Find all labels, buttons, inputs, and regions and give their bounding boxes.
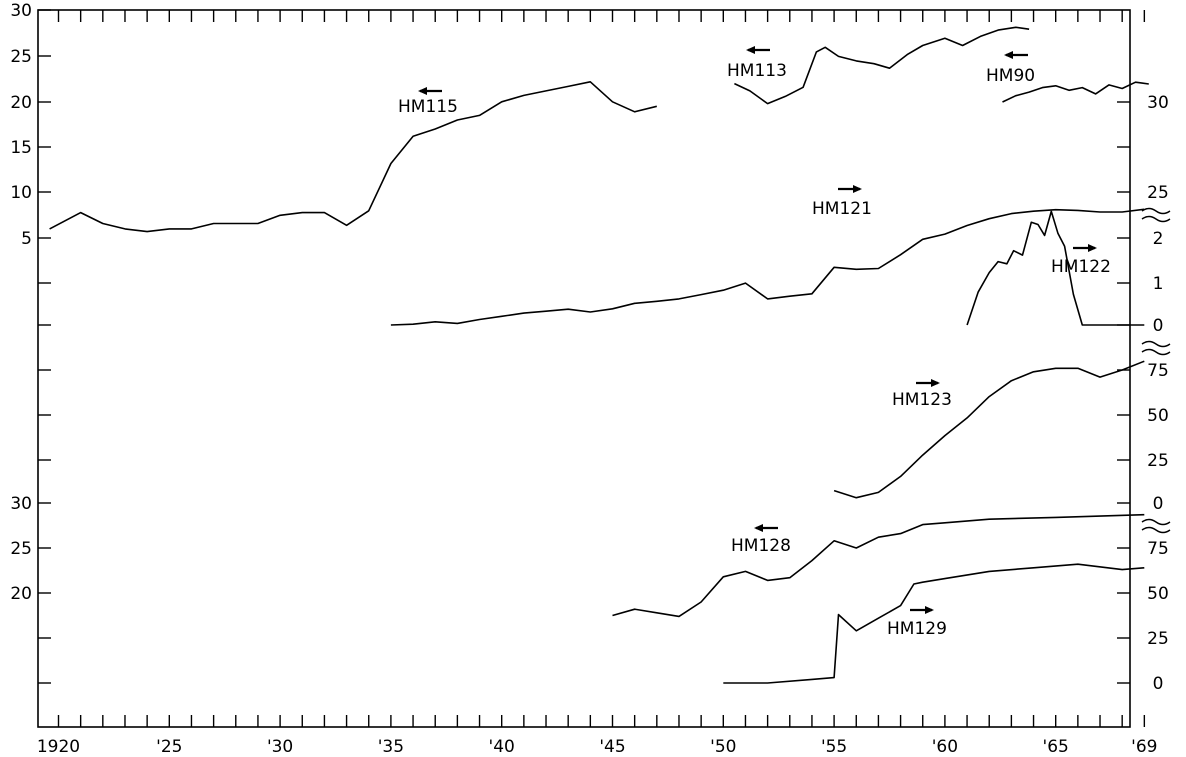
- arrow-head-icon: [853, 185, 862, 193]
- series-label-hm121: HM121: [812, 199, 872, 219]
- right-y-tick-label: 75: [1147, 539, 1169, 559]
- right-y-tick-label: 25: [1147, 451, 1169, 471]
- x-tick-label: '60: [932, 737, 958, 757]
- x-tick-label: '65: [1043, 737, 1069, 757]
- axis-break-mark: [1141, 215, 1171, 223]
- right-y-tick-label: 2: [1153, 229, 1164, 249]
- series-label-hm123: HM123: [892, 390, 952, 410]
- series-label-hm115: HM115: [398, 97, 458, 117]
- left-y-tick-label: 5: [21, 229, 32, 249]
- left-y-tick-label: 20: [10, 584, 32, 604]
- series-line-hm128: [612, 513, 1145, 618]
- right-y-tick-labels: 30 25 2 1 0 75 50 25 0 75 50 25 0: [1147, 93, 1169, 694]
- axis-break-mark: [1141, 348, 1171, 356]
- axis-break-marks: [1141, 207, 1171, 534]
- left-y-tick-label: 30: [10, 494, 32, 514]
- series-line-hm129: [723, 563, 1145, 684]
- left-y-tick-label: 25: [10, 47, 32, 67]
- axis-break-mark: [1141, 207, 1171, 215]
- arrow-head-icon: [925, 606, 934, 614]
- arrow-head-icon: [1088, 244, 1097, 252]
- left-y-tick-labels: 30 25 20 15 10 5 30 25 20: [10, 1, 32, 604]
- series-label-hm122: HM122: [1051, 257, 1111, 277]
- series-line-hm90: [1002, 81, 1149, 103]
- right-y-tick-label: 50: [1147, 406, 1169, 426]
- x-tick-label: '55: [821, 737, 847, 757]
- series-line-hm115: [49, 81, 657, 233]
- x-tick-label: '45: [599, 737, 625, 757]
- axis-ticks: [38, 9, 1146, 727]
- right-y-tick-label: 30: [1147, 93, 1169, 113]
- arrow-head-icon: [418, 87, 427, 95]
- series-label-hm90: HM90: [986, 66, 1035, 86]
- series-label-hm129: HM129: [887, 619, 947, 639]
- right-y-tick-label: 0: [1153, 316, 1164, 336]
- left-y-tick-label: 10: [10, 183, 32, 203]
- right-y-tick-label: 1: [1153, 274, 1164, 294]
- x-tick-label: '30: [267, 737, 293, 757]
- x-tick-labels: 1920 '25 '30 '35 '40 '45 '50 '55 '60 '65…: [37, 737, 1158, 757]
- series-line-hm113: [734, 26, 1030, 105]
- arrow-head-icon: [754, 524, 763, 532]
- x-tick-label: '50: [710, 737, 736, 757]
- right-y-tick-label: 25: [1147, 183, 1169, 203]
- arrow-head-icon: [746, 46, 755, 54]
- series-labels: HM115 HM121 HM113 HM90 HM122 HM123 HM128…: [398, 61, 1111, 639]
- chart-frame: [37, 9, 1131, 728]
- series-label-hm113: HM113: [727, 61, 787, 81]
- left-y-tick-label: 15: [10, 138, 32, 158]
- series-lines: [49, 26, 1149, 684]
- right-y-tick-label: 0: [1153, 494, 1164, 514]
- series-label-hm128: HM128: [731, 536, 791, 556]
- right-y-tick-label: 25: [1147, 629, 1169, 649]
- left-y-tick-label: 20: [10, 93, 32, 113]
- arrow-head-icon: [931, 379, 940, 387]
- axis-break-mark: [1141, 526, 1171, 534]
- right-y-tick-label: 0: [1153, 674, 1164, 694]
- plot-frame: [37, 9, 1131, 728]
- axis-break-mark: [1141, 340, 1171, 348]
- series-line-hm122: [966, 210, 1145, 326]
- series-arrows: [418, 46, 1097, 614]
- x-tick-label: '25: [156, 737, 182, 757]
- left-y-tick-label: 30: [10, 1, 32, 21]
- series-line-hm123: [833, 360, 1145, 499]
- arrow-head-icon: [1004, 51, 1013, 59]
- series-line-hm121: [390, 208, 1145, 326]
- x-tick-label: '35: [378, 737, 404, 757]
- x-tick-label: '40: [489, 737, 515, 757]
- right-y-tick-label: 50: [1147, 584, 1169, 604]
- axis-break-mark: [1141, 518, 1171, 526]
- x-tick-label: '69: [1131, 737, 1157, 757]
- left-y-tick-label: 25: [10, 539, 32, 559]
- right-y-tick-label: 75: [1147, 361, 1169, 381]
- x-tick-label: 1920: [37, 737, 80, 757]
